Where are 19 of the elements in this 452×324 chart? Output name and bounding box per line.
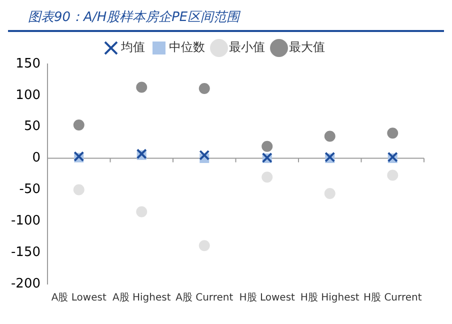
y-tick-label: -50 — [19, 182, 41, 198]
x-tick-label: A股 Lowest — [51, 292, 106, 304]
chart-title: 图表90：A/H股样本房企PE区间范围 — [8, 8, 444, 32]
legend-label: 最小值 — [229, 40, 265, 54]
legend-label: 中位数 — [169, 40, 205, 54]
y-tick-label: 0 — [32, 150, 41, 166]
legend-label: 最大值 — [289, 40, 325, 54]
y-tick-label: -100 — [10, 214, 41, 229]
legend-label: 均值 — [120, 40, 145, 54]
y-tick-label: -200 — [10, 276, 41, 292]
y-tick-label: 50 — [24, 119, 41, 134]
x-tick-label: H股 Lowest — [239, 292, 296, 304]
x-tick-label: A股 Highest — [112, 292, 171, 304]
y-tick-label: -150 — [10, 244, 41, 260]
x-tick-label: H股 Current — [363, 292, 422, 304]
x-tick-label: H股 Highest — [300, 292, 360, 304]
x-tick-label: A股 Current — [176, 292, 234, 304]
y-tick-label: 150 — [16, 56, 41, 72]
y-tick-label: 100 — [16, 88, 41, 103]
